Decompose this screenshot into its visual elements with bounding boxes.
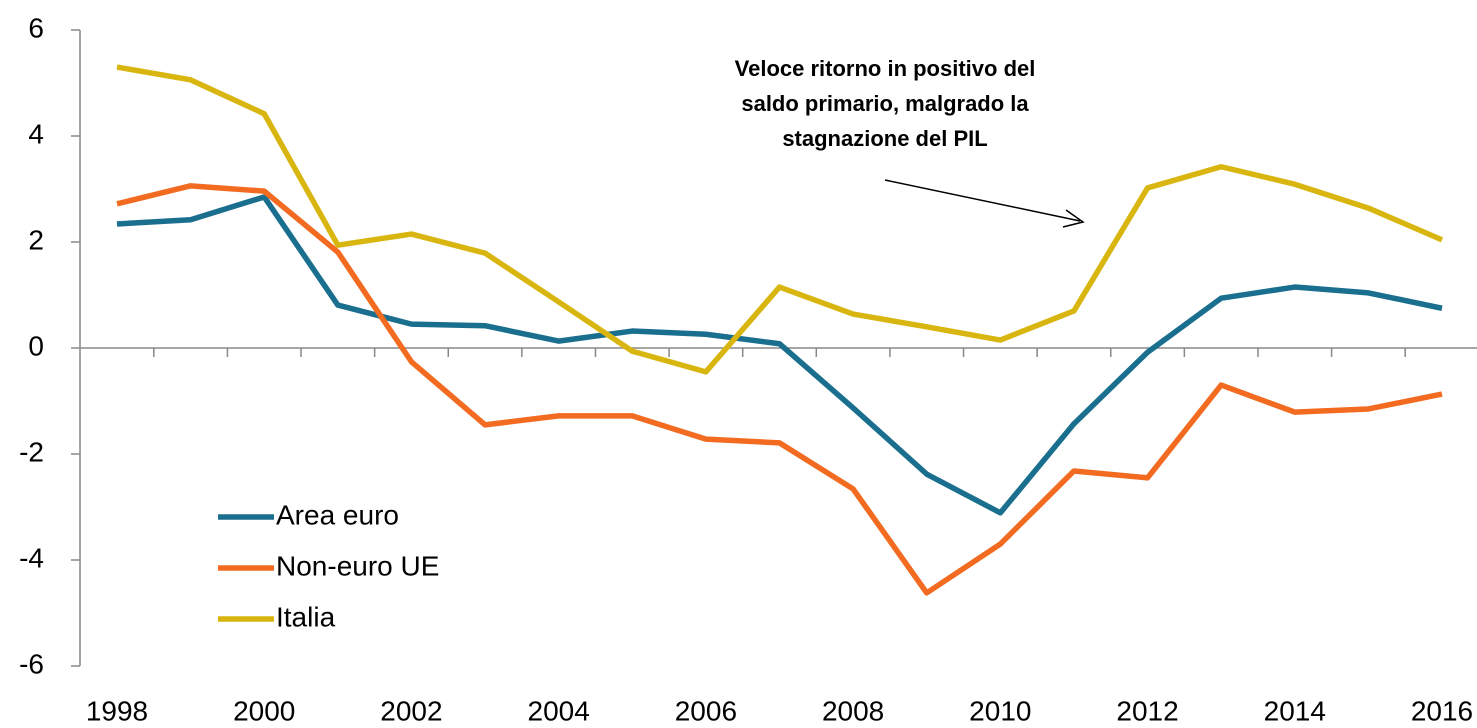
annotation-line: saldo primario, malgrado la (741, 91, 1029, 116)
series-line (116, 64, 1444, 375)
annotation-line: stagnazione del PIL (782, 126, 987, 151)
series-line (116, 194, 1443, 516)
x-tick-label: 2004 (528, 695, 590, 726)
annotation: Veloce ritorno in positivo del saldo pri… (735, 56, 1085, 228)
annotation-arrowhead (1062, 209, 1085, 228)
x-tick-label: 2008 (822, 695, 884, 726)
y-tick-label: 2 (28, 224, 44, 255)
y-tick-label: 0 (28, 330, 44, 361)
x-tick-label: 2002 (380, 695, 442, 726)
annotation-arrow (884, 179, 1081, 222)
y-tick-label: 6 (28, 12, 44, 43)
y-tick-label: -6 (19, 648, 44, 679)
y-tick-label: -2 (19, 436, 44, 467)
legend-label: Area euro (276, 499, 399, 530)
x-tick-label: 2014 (1264, 695, 1326, 726)
x-tick-label: 2006 (675, 695, 737, 726)
x-tick-label: 2000 (233, 695, 295, 726)
annotation-line: Veloce ritorno in positivo del (735, 56, 1036, 81)
series-line (116, 183, 1443, 596)
legend-label: Non-euro UE (276, 550, 439, 581)
legend-label: Italia (276, 601, 336, 632)
y-tick-label: 4 (28, 118, 44, 149)
x-tick-label: 2012 (1116, 695, 1178, 726)
y-tick-label: -4 (19, 542, 44, 573)
x-tick-label: 2010 (969, 695, 1031, 726)
x-tick-label: 1998 (86, 695, 148, 726)
x-tick-label: 2016 (1411, 695, 1473, 726)
